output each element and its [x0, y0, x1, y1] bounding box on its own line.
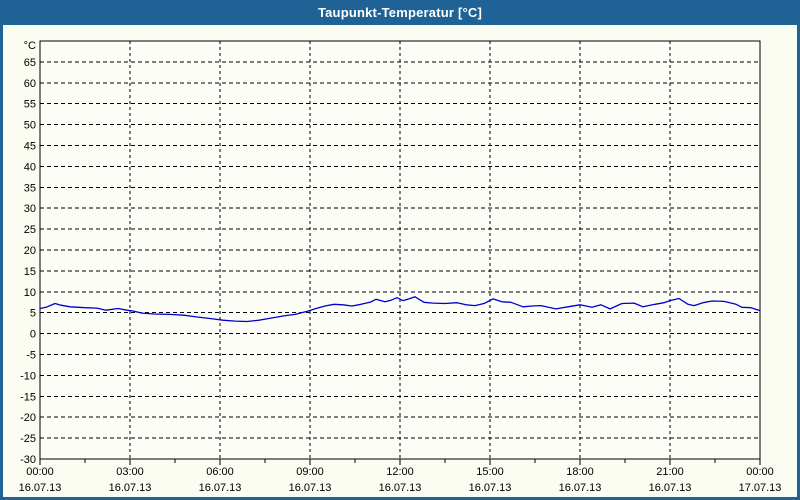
x-tick-date-label: 16.07.13 [649, 482, 692, 494]
x-tick-date-label: 16.07.13 [289, 482, 332, 494]
chart-svg: 65605550454035302520151050-5-10-15-20-25… [19, 40, 782, 494]
y-tick-label: -25 [20, 433, 36, 445]
x-tick-date-label: 16.07.13 [199, 482, 242, 494]
chart-area: 65 60 55 50 45 40 35 30 25 20 15 10 5 0 -5 -10 -15 -20 -25… [3, 25, 797, 497]
y-tick-label: 10 [24, 287, 36, 299]
x-tick-date-label: 16.07.13 [379, 482, 422, 494]
y-tick-label: -30 [20, 454, 36, 466]
y-tick-label: 55 [24, 99, 36, 111]
y-tick-label: -10 [20, 370, 36, 382]
y-tick-label: 20 [24, 245, 36, 257]
x-tick-time-label: 00:00 [746, 466, 774, 478]
y-tick-label: 60 [24, 78, 36, 90]
x-tick-date-label: 16.07.13 [109, 482, 152, 494]
y-tick-label: 40 [24, 161, 36, 173]
y-tick-label: 45 [24, 141, 36, 153]
y-tick-label: -15 [20, 391, 36, 403]
y-tick-label: 35 [24, 182, 36, 194]
y-tick-label: 25 [24, 224, 36, 236]
y-tick-label: 30 [24, 203, 36, 215]
data-line [39, 296, 761, 323]
x-tick-time-label: 18:00 [566, 466, 594, 478]
y-tick-label: 0 [30, 329, 36, 341]
y-tick-label: 50 [24, 120, 36, 132]
y-tick-label: -5 [26, 350, 36, 362]
y-tick-label: 15 [24, 266, 36, 278]
y-tick-label: -20 [20, 412, 36, 424]
x-tick-time-label: 00:00 [26, 466, 54, 478]
x-tick-date-label: 16.07.13 [19, 482, 62, 494]
x-tick-date-label: 16.07.13 [559, 482, 602, 494]
window-title: Taupunkt-Temperatur [°C] [317, 5, 483, 20]
x-tick-date-label: 16.07.13 [469, 482, 512, 494]
x-tick-date-label: 17.07.13 [739, 482, 782, 494]
x-tick-time-label: 12:00 [386, 466, 414, 478]
y-axis-unit-label: °C [24, 40, 36, 52]
x-tick-time-label: 03:00 [116, 466, 144, 478]
x-tick-time-label: 21:00 [656, 466, 684, 478]
title-bar: Taupunkt-Temperatur [°C] [0, 0, 800, 25]
x-tick-time-label: 15:00 [476, 466, 504, 478]
y-tick-label: 65 [24, 57, 36, 69]
y-tick-label: 5 [30, 308, 36, 320]
x-tick-time-label: 06:00 [206, 466, 234, 478]
x-tick-time-label: 09:00 [296, 466, 324, 478]
